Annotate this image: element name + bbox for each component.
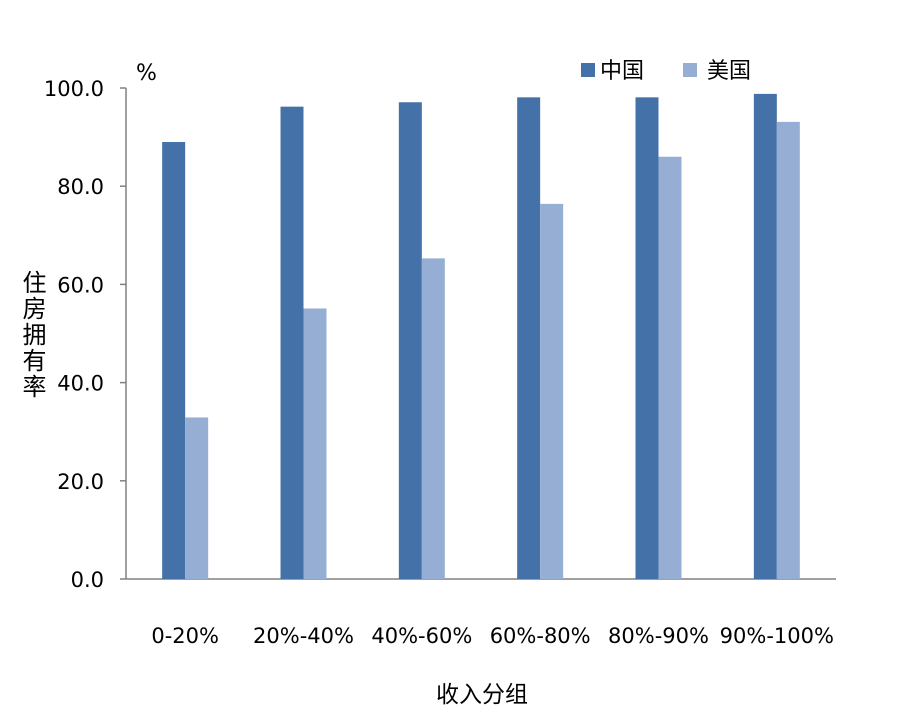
bar-series-2 [540, 203, 564, 579]
y-tick-label: 80.0 [57, 175, 104, 199]
legend-label: 美国 [707, 59, 751, 84]
bar-series-2 [776, 121, 800, 579]
legend: 中国 美国 [581, 59, 751, 84]
bar-series-2 [303, 308, 327, 579]
x-tick-label: 80%-90% [608, 624, 709, 648]
y-axis-title: 住房拥有率 [18, 270, 46, 400]
x-axis-title: 收入分组 [436, 682, 528, 708]
y-tick-label: 40.0 [57, 372, 104, 396]
bar-series-1 [280, 106, 304, 580]
y-tick-label: 100.0 [44, 77, 104, 101]
legend-swatch [683, 63, 697, 77]
y-tick-label: 20.0 [57, 470, 104, 494]
legend-label: 中国 [600, 59, 644, 84]
tick-labels: 0.0 20.0 40.0 60.0 80.0 100.0 0-20% 20%-40% 40%-… [44, 77, 834, 648]
axes [120, 87, 836, 580]
y-tick-label: 0.0 [71, 568, 104, 592]
bar-series-1 [635, 97, 659, 579]
bars [162, 93, 800, 580]
x-tick-label: 0-20% [151, 624, 219, 648]
bar-series-1 [517, 97, 541, 579]
legend-swatch [581, 63, 595, 77]
bar-series-1 [753, 93, 777, 579]
bar-series-2 [658, 156, 682, 580]
bar-series-2 [421, 258, 445, 579]
y-tick-label: 60.0 [57, 273, 104, 297]
x-tick-label: 20%-40% [253, 624, 354, 648]
x-tick-label: 90%-100% [720, 624, 834, 648]
bar-series-1 [162, 142, 186, 579]
y-unit-label: % [136, 61, 157, 86]
x-tick-label: 40%-60% [371, 624, 472, 648]
bar-series-2 [185, 417, 209, 579]
bar-series-1 [398, 102, 422, 579]
x-tick-label: 60%-80% [490, 624, 591, 648]
